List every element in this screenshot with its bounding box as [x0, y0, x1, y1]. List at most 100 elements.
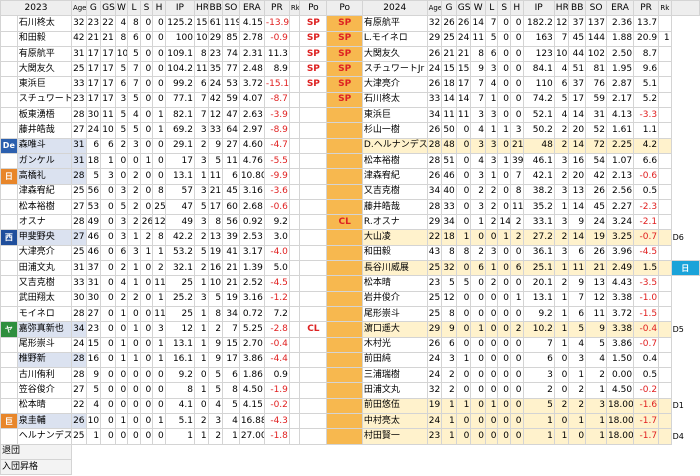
stat-cell: 5.25: [238, 321, 265, 338]
stat-cell: -4.5: [263, 275, 290, 292]
stat-cell: 0: [139, 107, 154, 124]
player-name: L.モイネロ: [361, 30, 428, 47]
stat-cell: 1: [658, 30, 672, 47]
stat-cell: -0.7: [633, 336, 660, 353]
stat-cell: 0: [510, 413, 524, 430]
stat-cell: [658, 382, 672, 399]
stat-cell: 2: [207, 321, 224, 338]
stat-cell: 16: [207, 260, 224, 277]
stat-cell: 0: [127, 152, 141, 170]
stat-cell: 0: [553, 413, 570, 430]
rk-cell: [288, 91, 301, 109]
stat-cell: 0: [497, 305, 511, 323]
stat-cell: 18.00: [605, 397, 635, 415]
stat-cell: 2: [553, 168, 570, 185]
position: [299, 198, 328, 216]
stat-cell: 0: [100, 275, 116, 292]
stat-cell: -0.2: [263, 397, 290, 415]
team-badge: [0, 214, 18, 231]
draft-note: [671, 291, 699, 306]
stat-cell: 11: [455, 107, 472, 124]
stat-cell: 34: [426, 183, 443, 200]
stat-cell: 17: [100, 61, 116, 78]
stat-cell: 28: [426, 137, 443, 154]
player-name: 大津亮介: [16, 244, 72, 262]
stat-cell: 12: [441, 290, 457, 307]
stat-cell: 1.61: [605, 122, 635, 139]
stat-cell: 5: [127, 91, 141, 109]
stat-cell: 2.36: [605, 15, 635, 32]
stat-cell: [658, 336, 672, 353]
stat-cell: 1: [152, 107, 166, 124]
team-badge: [0, 305, 18, 323]
draft-note: [671, 414, 699, 429]
stat-cell: 25: [164, 275, 195, 292]
stat-cell: 31: [70, 137, 87, 154]
player-name: 高橋礼: [16, 168, 72, 185]
stat-cell: 11: [441, 107, 457, 124]
stat-cell: [658, 428, 672, 445]
stat-cell: [658, 244, 672, 262]
stat-cell: 1: [194, 382, 209, 399]
stat-cell: 9.2: [263, 214, 290, 231]
stat-cell: 19: [426, 397, 443, 415]
stat-cell: 0: [497, 382, 511, 399]
stat-cell: 3: [114, 229, 129, 246]
stat-cell: 16.1: [164, 351, 195, 369]
stat-cell: 3: [484, 107, 499, 124]
stat-cell: 3: [522, 367, 555, 384]
player-row: 藤井皓哉 27 24 10 5 5 0 1 69.2 3 33 64 2.97 -8.9 杉山一樹 26 50 0…: [0, 122, 700, 139]
stat-cell: 0: [139, 183, 154, 200]
rk-cell: [288, 15, 301, 32]
stat-cell: 4.13: [605, 107, 635, 124]
stat-cell: 0: [127, 397, 141, 415]
stat-cell: 12: [164, 321, 195, 338]
stat-cell: 0: [100, 214, 116, 231]
stat-cell: 11: [470, 30, 486, 47]
stat-cell: 2: [441, 382, 457, 399]
stat-cell: -1.9: [263, 382, 290, 399]
stat-cell: 2: [585, 367, 607, 384]
stat-cell: 23: [426, 275, 443, 292]
player-name: 大山凌: [361, 229, 428, 246]
stat-cell: 1: [470, 214, 486, 231]
stat-cell: 9: [207, 137, 224, 154]
stat-cell: 2.53: [238, 229, 265, 246]
stat-cell: 9.2: [522, 305, 555, 323]
stat-cell: 10: [85, 413, 102, 430]
stat-cell: 8: [114, 30, 129, 47]
stat-cell: 44: [568, 45, 587, 63]
stat-cell: 0: [455, 382, 472, 399]
stat-cell: 1: [441, 397, 457, 415]
stat-cell: 31: [585, 107, 607, 124]
column-header: HR: [553, 0, 570, 17]
stat-cell: 0: [114, 382, 129, 399]
player-name: スチュワートJr: [16, 91, 72, 109]
player-row: ヤ嘉弥真新也 34 23 0 0 1 0 3 12 1 2 7 5.25 -2.8 CL 濵口遥大 29 9 0 1 0…: [0, 321, 700, 338]
player-row: 板東湧梧 28 30 11 5 4 0 1 82.1 7 12 47 2.63 -3.9 東浜巨 34 11 11…: [0, 107, 700, 124]
position: SP: [326, 45, 363, 63]
stat-cell: 0: [194, 367, 209, 384]
rk-cell: [288, 168, 301, 185]
player-name: 大関友久: [16, 61, 72, 78]
stat-cell: 0: [497, 183, 511, 200]
stat-cell: 1: [100, 152, 116, 170]
stat-cell: 100: [164, 30, 195, 47]
stat-cell: 11: [510, 198, 524, 216]
stat-cell: 0.92: [238, 214, 265, 231]
stat-cell: 0: [470, 275, 486, 292]
stat-cell: [658, 413, 672, 430]
stat-cell: 39: [222, 229, 240, 246]
player-row: 田浦文丸 31 37 0 2 1 0 2 32.1 2 16 21 1.39 5.0 長谷川威展 25 32 0 6…: [0, 260, 700, 277]
player-name: 椎野新: [16, 351, 72, 369]
column-header: BB: [207, 0, 224, 17]
stat-cell: 1: [553, 290, 570, 307]
stat-cell: 1: [585, 413, 607, 430]
stat-cell: 30: [70, 290, 87, 307]
stat-cell: 33: [207, 122, 224, 139]
stat-cell: 4: [470, 122, 486, 139]
stat-cell: -0.4: [633, 321, 660, 338]
position: [326, 183, 363, 200]
stat-cell: 11: [207, 168, 224, 185]
stat-cell: 0: [510, 107, 524, 124]
